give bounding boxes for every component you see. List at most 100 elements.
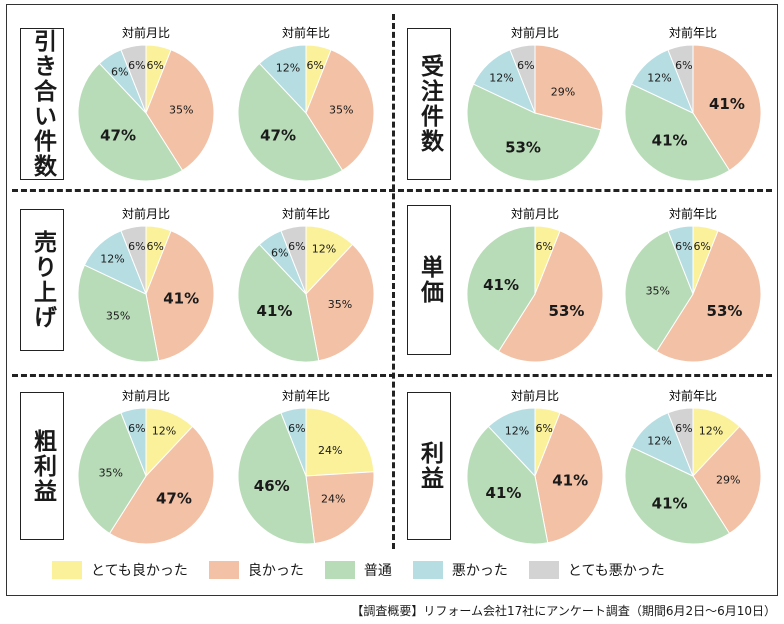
pie-slice-normal [77, 412, 147, 535]
legend-label: とても悪かった [567, 563, 665, 579]
pie-slice-label: 41% [483, 276, 519, 294]
pie-slice-label: 6% [675, 59, 692, 72]
panel-title-sales: 売り上げ [20, 209, 64, 351]
panel-title-profit: 利益 [407, 392, 451, 540]
pie-chart: 対前年比 12% 29% 41% 12% 6% [624, 388, 762, 545]
pie-slice-label: 12% [647, 434, 671, 447]
pie-slice-label: 6% [271, 247, 288, 260]
pie-slice-label: 29% [716, 473, 740, 486]
pie-slice-label: 6% [288, 422, 305, 435]
legend-label: 悪かった [451, 563, 508, 579]
column-divider [392, 14, 395, 549]
pie-slice-label: 29% [551, 85, 575, 98]
pie-slice-label: 6% [111, 66, 128, 79]
pie-chart: 対前年比 12% 35% 41% 6%6% [237, 206, 375, 363]
pie-slice-label: 6% [306, 59, 323, 72]
legend: とても良かった 良かった 普通 悪かった とても悪かった [52, 560, 686, 580]
legend-item-good: 良かった [208, 560, 304, 580]
pie-chart: 対前年比 24% 24% 46% 6% [237, 388, 375, 545]
pie-slice-label: 6% [288, 240, 305, 253]
pie-slice-label: 47% [156, 490, 192, 508]
pie-slice-normal [466, 83, 602, 182]
pie-slice-very-bad [120, 44, 147, 114]
pie-slice-label: 41% [257, 302, 293, 320]
legend-swatch [52, 561, 82, 579]
pie-slice-label: 6% [128, 59, 145, 72]
pie-slice-very-bad [509, 44, 536, 114]
pie-slice-normal [624, 83, 731, 182]
panel-title-text: 引き合い件数 [29, 29, 56, 179]
pie-slice-label: 41% [552, 471, 588, 489]
pie-slice-good [305, 243, 375, 362]
pie-slice-very-bad [120, 225, 147, 295]
pie-slice-bad [258, 44, 307, 115]
pie-slice-label: 35% [329, 104, 353, 117]
pie-slice-label: 41% [652, 132, 688, 150]
pie-slice-normal [624, 446, 731, 545]
pie-title: 対前年比 [669, 206, 717, 221]
pie-slice-label: 53% [707, 302, 743, 320]
pie-slice-label: 6% [675, 240, 692, 253]
pie-slice-label: 24% [318, 444, 342, 457]
legend-label: とても良かった [91, 563, 188, 579]
pie-slice-normal [466, 225, 536, 353]
pie-slice-bad [280, 407, 307, 477]
pie-title: 対前月比 [122, 206, 170, 221]
pie-slice-label: 6% [693, 240, 710, 253]
legend-item-very-bad: とても悪かった [528, 560, 665, 580]
pie-slice-label: 6% [535, 240, 552, 253]
pie-slice-good [145, 49, 215, 172]
pie-slice-label: 6% [128, 240, 145, 253]
pie-slice-label: 12% [152, 424, 176, 437]
pie-slice-label: 41% [486, 484, 522, 502]
pie-chart: 対前月比 6% 41% 35% 12% 6% [77, 206, 215, 363]
legend-label: 普通 [363, 563, 392, 579]
panel-title-text: 利益 [416, 441, 443, 491]
pie-slice-good [692, 425, 762, 535]
pie-slice-bad [487, 407, 536, 478]
pie-slice-label: 24% [321, 493, 345, 506]
pie-slice-very-bad [667, 44, 694, 114]
pie-slice-label: 53% [549, 302, 585, 320]
pie-slice-label: 46% [254, 477, 290, 495]
pie-slice-good [497, 230, 604, 363]
pie-chart: 対前月比 29% 53% 12% 6% [466, 25, 604, 182]
pie-slice-normal [237, 412, 316, 545]
pie-title: 対前月比 [511, 25, 559, 40]
pie-chart: 対前月比 6% 41% 41% 12% [466, 388, 604, 545]
legend-swatch [528, 561, 559, 579]
pie-slice-label: 35% [646, 285, 670, 298]
pie-chart: 対前月比 12% 47% 35% 6% [77, 388, 215, 545]
pie-slice-label: 12% [505, 424, 529, 437]
pie-slice-label: 47% [260, 127, 296, 145]
legend-swatch [324, 561, 355, 579]
pie-slice-label: 12% [276, 61, 300, 74]
pie-chart: 対前月比 6% 53% 41% [466, 206, 604, 363]
pie-slice-label: 35% [328, 298, 352, 311]
panel-title-text: 単価 [416, 255, 443, 305]
pie-slice-label: 12% [647, 71, 671, 84]
pie-slice-label: 6% [675, 422, 692, 435]
pie-slice-bad [667, 225, 694, 295]
pie-slice-normal [77, 264, 160, 363]
pie-slice-bad [120, 407, 147, 477]
pie-slice-good [305, 49, 375, 172]
pie-title: 対前年比 [282, 388, 330, 403]
pie-slice-good [108, 425, 215, 545]
pie-slice-label: 41% [163, 289, 199, 307]
pie-title: 対前月比 [122, 25, 170, 40]
pie-slice-label: 6% [535, 422, 552, 435]
pie-title: 対前月比 [122, 388, 170, 403]
panel-title-unit-price: 単価 [407, 205, 451, 355]
pie-slice-label: 12% [489, 71, 513, 84]
pie-title: 対前年比 [282, 206, 330, 221]
pie-slice-label: 6% [517, 59, 534, 72]
legend-item-normal: 普通 [324, 560, 392, 580]
pie-slice-label: 12% [100, 252, 124, 265]
panel-title-text: 売り上げ [29, 230, 56, 330]
pie-slice-normal [237, 62, 344, 182]
pie-slice-label: 6% [128, 422, 145, 435]
pie-slice-label: 6% [146, 240, 163, 253]
survey-footnote: 【調査概要】リフォーム会社17社にアンケート調査（期間6月2日〜6月10日） [351, 604, 776, 618]
pie-slice-good [305, 471, 375, 545]
